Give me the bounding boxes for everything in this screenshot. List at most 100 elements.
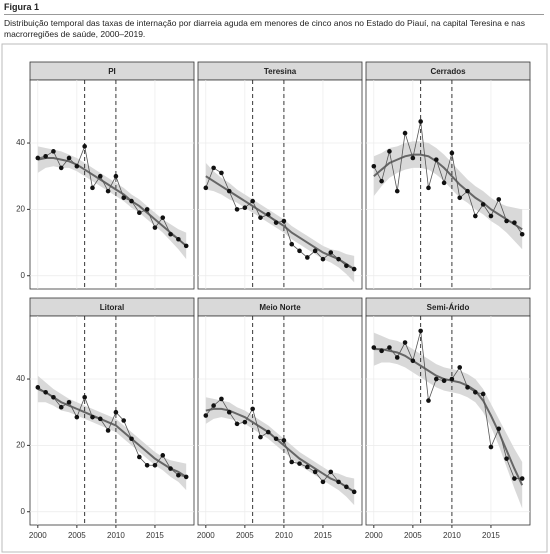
point [250, 198, 255, 204]
point [66, 155, 72, 161]
point [488, 213, 494, 219]
point [105, 428, 111, 433]
caption: Distribuição temporal das taxas de inter… [4, 18, 526, 39]
point [402, 130, 408, 136]
point [234, 207, 240, 212]
point [496, 426, 502, 432]
plot-area [197, 315, 363, 526]
point [168, 231, 173, 237]
x-tick-label: 2005 [68, 531, 86, 540]
point [457, 195, 463, 201]
point [410, 155, 416, 161]
x-tick-label: 2015 [482, 531, 500, 540]
point [90, 185, 95, 191]
point [74, 163, 80, 169]
point [426, 185, 431, 191]
point [512, 476, 517, 481]
point [504, 456, 509, 461]
point [418, 119, 423, 124]
point [457, 365, 463, 370]
point [82, 144, 87, 149]
panel-title: Teresina [264, 67, 297, 76]
point [144, 207, 150, 212]
point [394, 188, 400, 194]
point [480, 391, 486, 397]
point [265, 212, 271, 217]
point [297, 248, 302, 254]
point [97, 173, 103, 179]
point [234, 421, 240, 427]
point [35, 385, 41, 390]
trend-line [37, 388, 187, 478]
point [387, 345, 392, 350]
point [480, 202, 486, 207]
point [113, 409, 119, 415]
point [226, 409, 232, 415]
point [152, 225, 158, 230]
point [219, 170, 224, 176]
trend-line [37, 156, 187, 247]
x-tick-label: 2000 [365, 531, 383, 540]
point [203, 185, 209, 191]
point [379, 348, 384, 354]
point [328, 250, 334, 255]
point [43, 154, 48, 159]
point [250, 406, 255, 412]
point [312, 469, 318, 475]
point [379, 178, 384, 184]
point [441, 180, 447, 186]
frame [1, 43, 548, 553]
panel-title: PI [108, 67, 116, 76]
y-tick-label: 0 [21, 271, 26, 280]
point [183, 243, 189, 249]
panel-title: Semi-Árido [427, 303, 470, 312]
point [496, 197, 502, 202]
point [519, 476, 525, 481]
point [43, 390, 48, 395]
point [160, 453, 166, 458]
x-tick-label: 2010 [275, 531, 293, 540]
point [152, 462, 158, 468]
x-tick-label: 2000 [197, 531, 215, 540]
point [211, 165, 216, 171]
y-tick-label: 40 [16, 138, 25, 147]
point [211, 403, 216, 408]
point [297, 461, 302, 466]
point [281, 438, 287, 443]
point [281, 218, 287, 224]
panel-title: Cerrados [430, 67, 466, 76]
point [418, 328, 423, 334]
point [344, 484, 349, 490]
x-tick-label: 2015 [146, 531, 164, 540]
point [137, 210, 142, 215]
point [121, 195, 127, 201]
point [312, 248, 318, 254]
point [305, 255, 310, 260]
y-tick-label: 0 [21, 507, 26, 516]
point [394, 355, 400, 360]
point [97, 416, 103, 422]
point [426, 398, 431, 403]
confidence-band [37, 375, 187, 491]
point [433, 376, 439, 382]
point [258, 434, 263, 440]
point [273, 436, 279, 442]
trend-line [373, 153, 523, 231]
point [320, 256, 326, 262]
point [344, 263, 349, 269]
panel-title: Litoral [100, 303, 124, 312]
x-tick-label: 2000 [29, 531, 47, 540]
point [242, 419, 248, 425]
y-tick-label: 20 [16, 440, 25, 449]
point [58, 165, 64, 171]
point [58, 404, 64, 410]
point [113, 173, 119, 179]
point [129, 198, 134, 204]
point [35, 155, 41, 161]
confidence-band [373, 141, 523, 250]
figure-label: Figura 1 [4, 2, 544, 15]
point [488, 444, 494, 450]
point [203, 413, 209, 418]
y-tick-label: 40 [16, 374, 25, 383]
point [289, 241, 295, 247]
